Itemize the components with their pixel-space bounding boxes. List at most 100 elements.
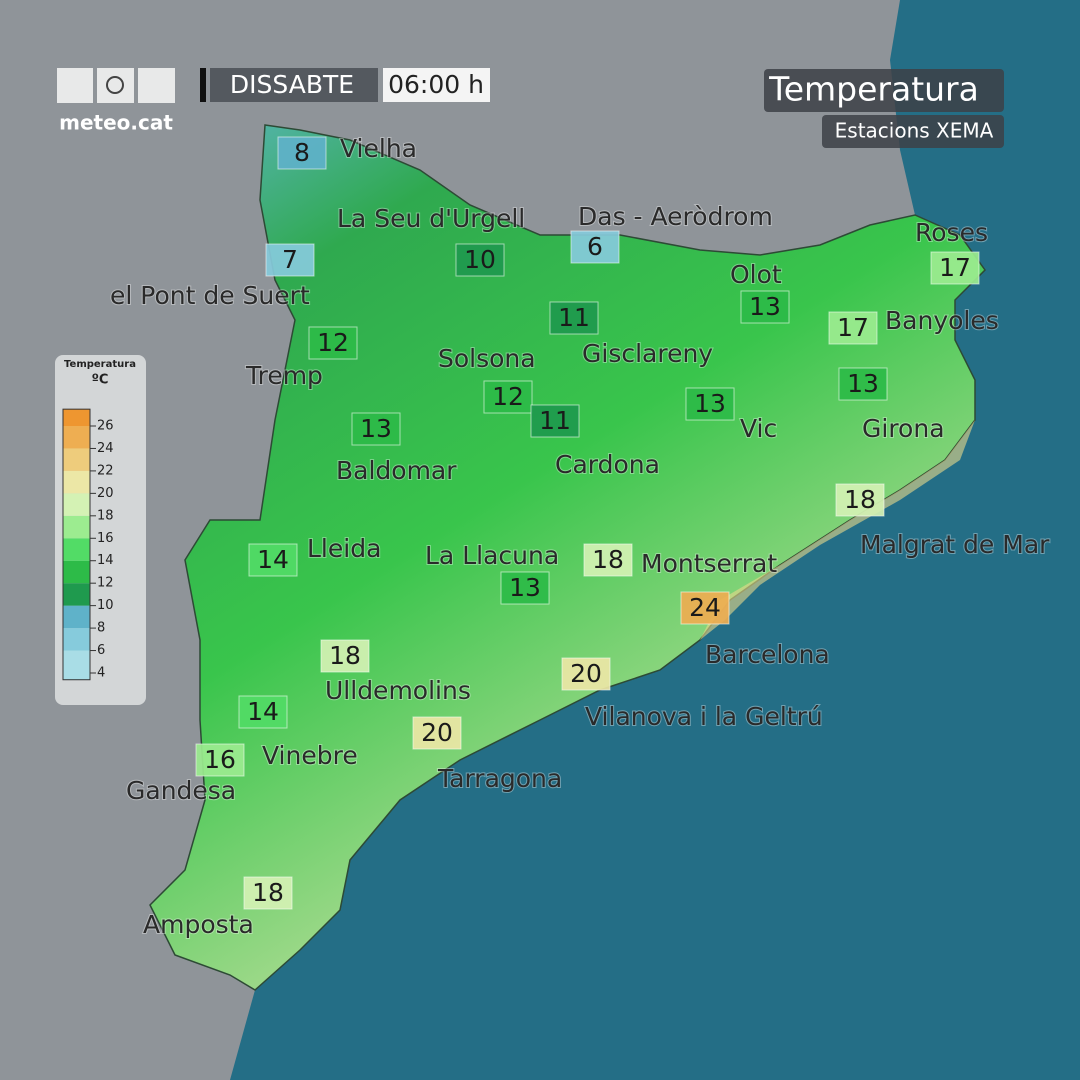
legend-tick-label: 24 — [97, 441, 114, 456]
legend-tick-label: 26 — [97, 419, 114, 434]
legend-band — [63, 448, 90, 471]
reading-value: 11 — [558, 303, 590, 332]
reading-value: 24 — [689, 593, 721, 622]
reading-box — [838, 367, 888, 401]
time: 06:00 h — [388, 70, 484, 99]
reading-value: 13 — [847, 369, 879, 398]
place-name: Ulldemolins — [325, 676, 471, 705]
sun-shape — [106, 76, 124, 94]
legend-band — [63, 493, 90, 516]
place-name: Montserrat — [641, 549, 777, 578]
reading-value: 12 — [317, 328, 349, 357]
legend-band — [63, 470, 90, 494]
reading-value: 18 — [329, 641, 361, 670]
reading-box — [685, 387, 735, 421]
time-box[interactable] — [383, 68, 490, 102]
menu-icon[interactable] — [57, 68, 93, 103]
place-name: Gandesa — [126, 776, 236, 805]
title: Temperatura — [768, 70, 979, 109]
reading-box — [243, 876, 293, 910]
legend-band — [63, 605, 90, 629]
place-name: La Seu d'Urgell — [337, 204, 525, 233]
place-name: Vinebre — [262, 741, 358, 770]
reading-value: 13 — [509, 573, 541, 602]
reading-box — [930, 251, 980, 285]
place-name: Cardona — [555, 450, 660, 479]
place-name: Amposta — [143, 910, 254, 939]
reading-box — [828, 311, 878, 345]
reading-value: 18 — [252, 878, 284, 907]
place-name: Tremp — [245, 361, 323, 390]
place-name: Olot — [730, 260, 782, 289]
cloud-icon[interactable] — [138, 68, 175, 103]
reading-value: 13 — [694, 389, 726, 418]
place-name: Barcelona — [705, 640, 830, 669]
place-name: Tarragona — [437, 764, 562, 793]
reading-box — [238, 695, 288, 729]
reading-value: 11 — [539, 406, 571, 435]
reading-value: 6 — [587, 232, 603, 261]
reading-box — [500, 571, 550, 605]
place-name: Lleida — [307, 534, 381, 563]
legend-tick-label: 14 — [97, 553, 114, 568]
place-name: Vic — [740, 414, 777, 443]
reading-value: 13 — [360, 414, 392, 443]
sun-icon[interactable] — [97, 68, 134, 103]
reading-value: 10 — [464, 245, 496, 274]
place-name: Banyoles — [885, 306, 999, 335]
header: meteo.cat DISSABTE 06:00 h Temperatura E… — [57, 68, 1004, 148]
legend-band — [63, 409, 90, 426]
reading-value: 12 — [492, 382, 524, 411]
reading-value: 14 — [257, 545, 289, 574]
readings: 8 7 10 6 11 13 17 17 12 12 11 13 13 13 18 14 18 13 24 18 20 1… — [195, 136, 980, 910]
reading-value: 13 — [749, 292, 781, 321]
reading-box — [740, 290, 790, 324]
reading-value: 18 — [844, 485, 876, 514]
reading-value: 8 — [294, 138, 310, 167]
place-name: Gisclareny — [582, 339, 713, 368]
legend-tick-label: 20 — [97, 486, 114, 501]
title-box — [764, 69, 1004, 112]
legend-tick-label: 22 — [97, 463, 114, 478]
legend-band — [63, 560, 90, 584]
place-name: La Llacuna — [425, 541, 559, 570]
reading-box — [483, 380, 533, 414]
legend-unit: ºC — [92, 373, 109, 388]
legend-band — [63, 426, 90, 449]
subtitle: Estacions XEMA — [835, 119, 994, 143]
reading-box — [320, 639, 370, 673]
legend-title: Temperatura — [64, 359, 136, 370]
reading-box — [412, 716, 462, 750]
legend-tick-label: 6 — [97, 643, 105, 658]
place-name: Girona — [862, 414, 945, 443]
catalonia — [149, 124, 986, 991]
place-name: Roses — [915, 218, 988, 247]
reading-value: 20 — [421, 718, 453, 747]
legend-tick-label: 8 — [97, 621, 105, 636]
place-name: el Pont de Suert — [110, 281, 310, 310]
reading-box — [570, 230, 620, 264]
places: Vielha La Seu d'Urgell Das - Aeròdrom Roses… — [109, 133, 1051, 940]
reading-box — [583, 543, 633, 577]
place-name: Baldomar — [336, 456, 457, 485]
reading-box — [265, 243, 315, 277]
legend-band — [63, 583, 90, 606]
legend-tick-label: 16 — [97, 531, 114, 546]
reading-value: 20 — [570, 659, 602, 688]
reading-box — [561, 657, 611, 691]
reading-value: 18 — [592, 545, 624, 574]
reading-value: 14 — [247, 697, 279, 726]
sea — [230, 0, 1080, 1080]
place-name: Malgrat de Mar — [860, 530, 1050, 559]
reading-box — [455, 243, 505, 277]
reading-box — [248, 543, 298, 577]
reading-box — [195, 743, 245, 777]
reading-box — [530, 404, 580, 438]
reading-box — [835, 483, 885, 517]
reading-box — [549, 301, 599, 335]
reading-value: 17 — [939, 253, 971, 282]
place-name: Solsona — [438, 344, 536, 373]
legend-band — [63, 538, 90, 561]
reading-value: 7 — [282, 245, 298, 274]
